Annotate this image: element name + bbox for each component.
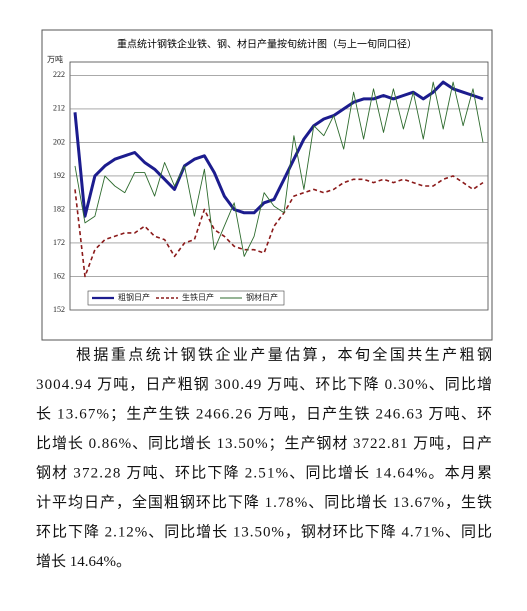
legend-label: 钢材日产: [246, 292, 278, 302]
y-tick-label: 152: [53, 305, 65, 314]
paragraph-line: 计平均日产，全国粗钢环比下降 1.78%、同比增长 13.67%，生铁: [36, 493, 492, 511]
series-line: [73, 80, 484, 218]
plot: 152 162 172 182 192 202 212 222 粗钢日产 生铁日产 钢材日产: [53, 61, 489, 314]
y-axis-label: 万吨: [47, 54, 63, 64]
y-tick-label: 182: [53, 204, 65, 213]
paragraph: 根据重点统计钢铁企业产量估算，本旬全国共生产粗钢 3004.94 万吨，日产粗钢 …: [36, 345, 492, 570]
series-line: [74, 175, 484, 278]
paragraph-line: 3004.94 万吨，日产粗钢 300.49 万吨、环比下降 0.30%、同比增: [36, 376, 492, 393]
y-tick-label: 162: [53, 271, 65, 280]
chart-frame: [41, 29, 493, 341]
legend-label: 粗钢日产: [118, 292, 150, 302]
y-tick-label: 192: [53, 171, 65, 180]
chart-title: 重点统计钢铁企业铁、钢、材日产量按旬统计图（与上一旬同口径）: [117, 37, 417, 50]
y-tick-label: 202: [53, 137, 65, 146]
legend-box: [87, 290, 285, 306]
legend-label: 生铁日产: [182, 292, 214, 302]
series-line: [74, 81, 484, 257]
paragraph-line: 增长 14.64%。: [36, 553, 131, 570]
paragraph-line: 环比下降 2.12%、同比增长 13.50%，钢材环比下降 4.71%、同比: [36, 523, 492, 540]
paragraph-line: 根据重点统计钢铁企业产量估算，本旬全国共生产粗钢: [76, 345, 492, 363]
y-tick-label: 172: [53, 238, 65, 247]
paragraph-line: 钢材 372.28 万吨、环比下降 2.51%、同比增长 14.64%。本月累: [36, 464, 492, 481]
y-tick-label: 212: [53, 104, 65, 113]
y-tick-label: 222: [53, 70, 65, 79]
paragraph-line: 比增长 0.86%、同比增长 13.50%；生产钢材 3722.81 万吨，日产: [36, 435, 492, 452]
paragraph-line: 长 13.67%；生产生铁 2466.26 万吨，日产生铁 246.63 万吨、…: [36, 405, 492, 422]
